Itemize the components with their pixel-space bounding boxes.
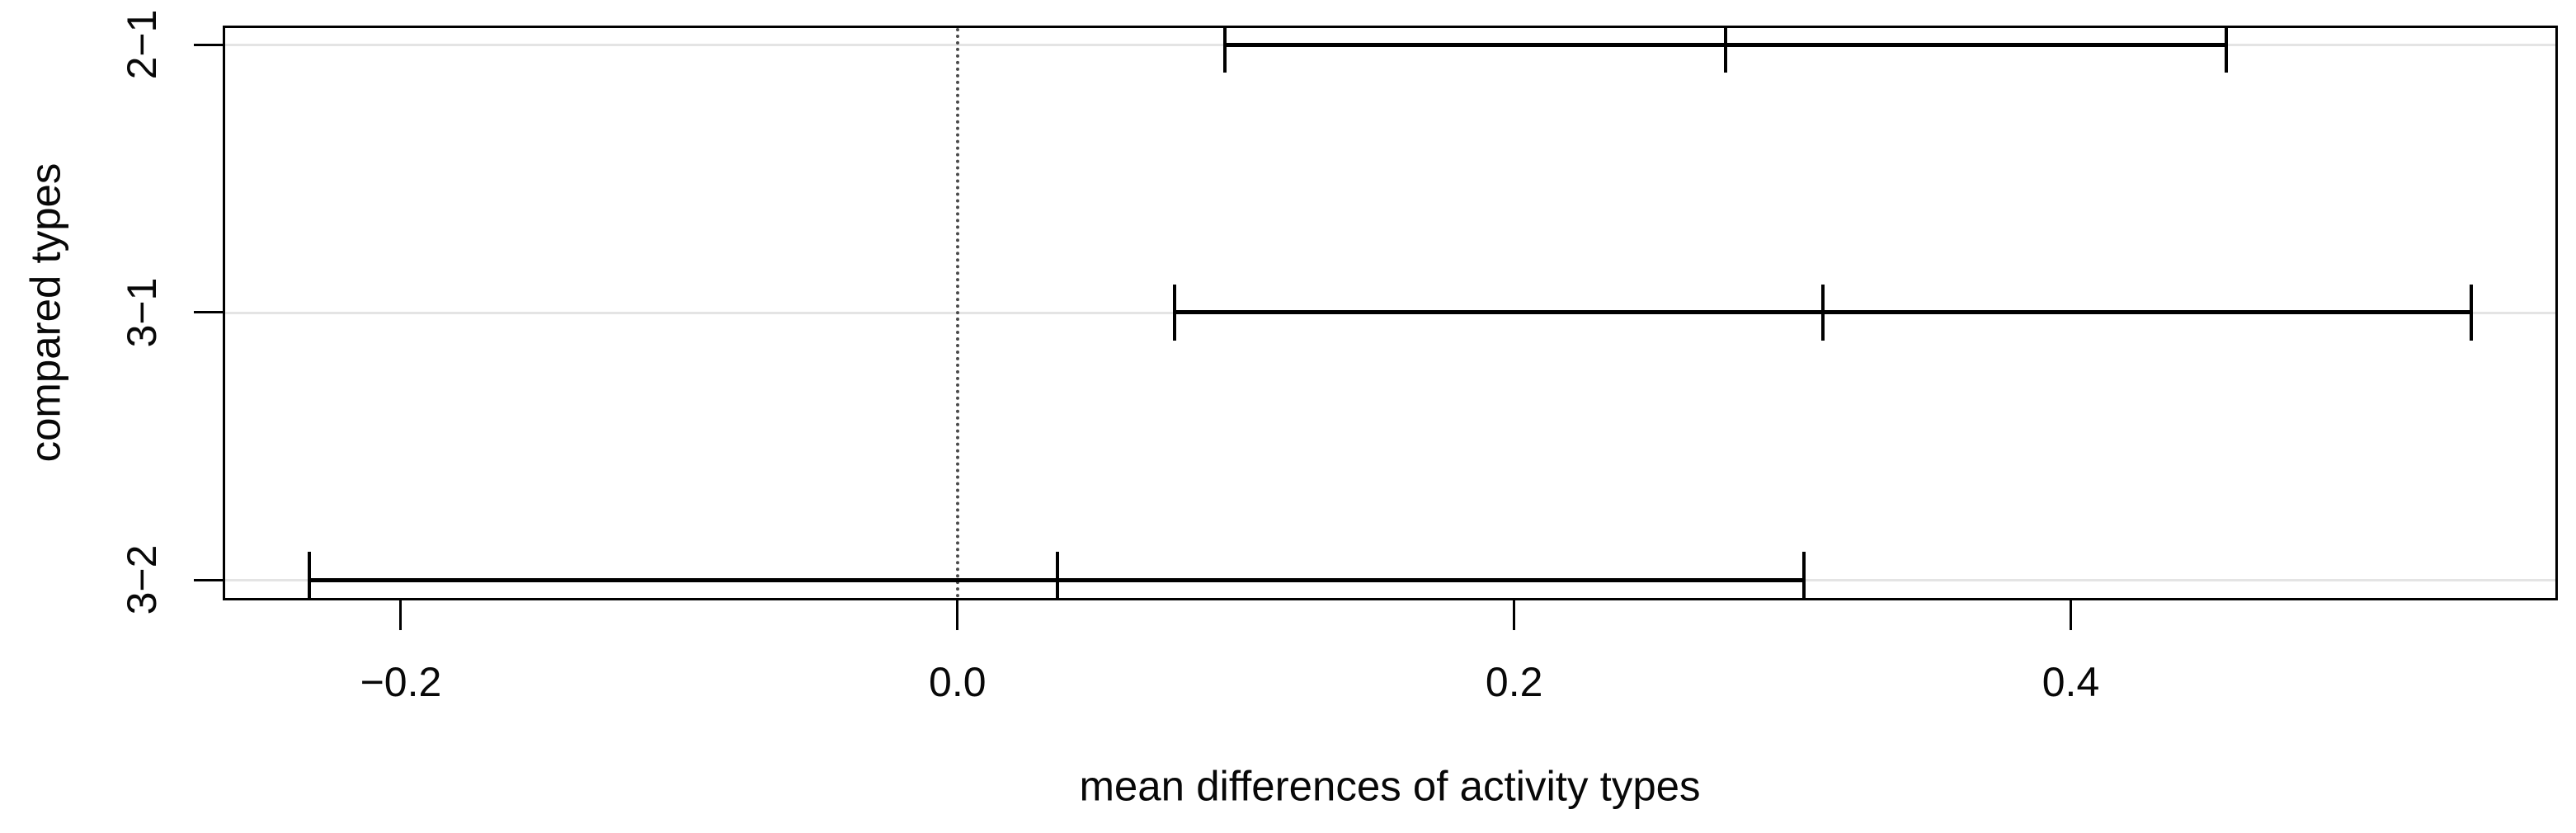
- x-axis-title: mean differences of activity types: [1079, 762, 1701, 810]
- interval-cap-right: [1801, 552, 1806, 598]
- y-tick-label: 3−1: [119, 277, 165, 347]
- interval-cap-right: [2225, 28, 2229, 73]
- plot-area: [223, 26, 2558, 600]
- x-tick-label: 0.0: [929, 659, 987, 705]
- interval-cap-left: [1222, 28, 1227, 73]
- y-tick-label: 3−2: [119, 544, 165, 615]
- x-axis-tick: [399, 600, 403, 630]
- x-axis-tick: [2070, 600, 2072, 630]
- interval-cap-left: [1172, 284, 1176, 341]
- interval-center-mark: [1056, 552, 1060, 598]
- interval-center-mark: [1821, 284, 1825, 341]
- zero-reference-line: [955, 28, 959, 598]
- x-tick-label: −0.2: [360, 659, 442, 705]
- x-axis-tick: [1513, 600, 1516, 630]
- x-axis-tick: [956, 600, 959, 630]
- y-axis-tick: [194, 43, 223, 46]
- y-axis-tick: [194, 311, 223, 313]
- x-tick-label: 0.2: [1485, 659, 1543, 705]
- interval-center-mark: [1724, 28, 1728, 73]
- interval-cap-left: [307, 552, 311, 598]
- x-tick-label: 0.4: [2041, 659, 2100, 705]
- y-axis-title: compared types: [21, 162, 69, 463]
- y-tick-label: 2−1: [119, 9, 165, 80]
- y-axis-tick: [194, 578, 223, 581]
- interval-cap-right: [2470, 284, 2474, 341]
